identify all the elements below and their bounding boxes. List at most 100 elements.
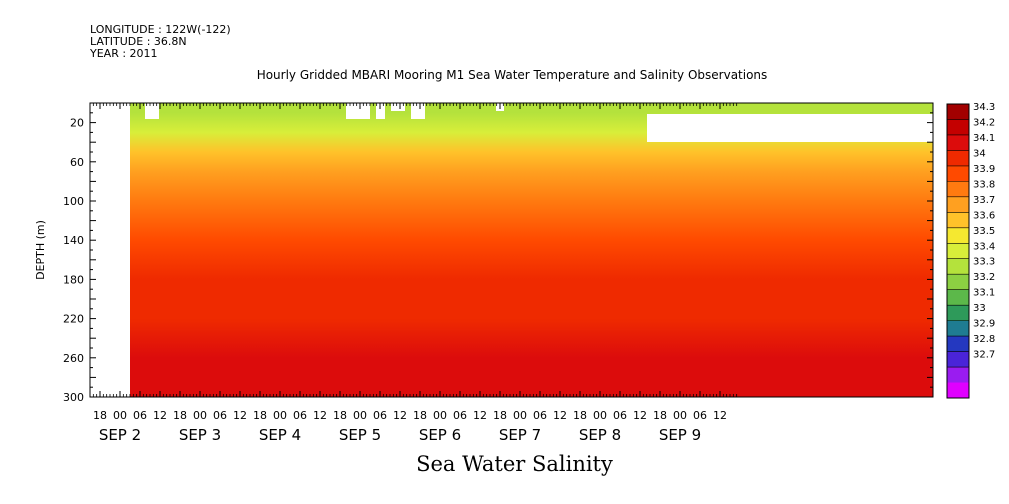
x-tick-label: 00	[353, 409, 367, 422]
colorbar-label: 32.7	[973, 350, 995, 361]
x-tick-label: 12	[153, 409, 167, 422]
data-gap	[411, 103, 425, 119]
colorbar-label: 33.1	[973, 288, 995, 299]
x-tick-label: 18	[93, 409, 107, 422]
colorbar-label: 33.4	[973, 241, 995, 252]
y-tick-label: 180	[63, 273, 84, 286]
year-label: YEAR : 2011	[90, 47, 158, 60]
data-gap	[145, 103, 159, 119]
colorbar-band	[947, 367, 969, 384]
longitude-label: LONGITUDE : 122W(-122)	[90, 23, 231, 36]
y-tick-label: 300	[63, 391, 84, 404]
colorbar-band	[947, 150, 969, 167]
data-gap	[376, 103, 385, 119]
x-tick-label: 06	[613, 409, 627, 422]
colorbar-label: 33	[973, 303, 986, 314]
colorbar-label: 34.2	[973, 117, 995, 128]
x-tick-label: 12	[713, 409, 727, 422]
colorbar: 34.3 34.2 34.1 34 33.9 33.8 33.7 33.6 33.5 33.4 33…	[946, 102, 995, 399]
latitude-label: LATITUDE : 36.8N	[90, 35, 187, 48]
y-tick-label: 140	[63, 234, 84, 247]
data-gap	[346, 103, 370, 119]
colorbar-band	[947, 320, 969, 337]
x-tick-label: 12	[313, 409, 327, 422]
x-day-label: SEP 4	[259, 426, 301, 444]
x-tick-label: 00	[273, 409, 287, 422]
y-tick-label: 220	[63, 313, 84, 326]
colorbar-band	[947, 227, 969, 244]
x-tick-label: 18	[653, 409, 667, 422]
colorbar-label: 33.8	[973, 179, 995, 190]
x-tick-label: 00	[593, 409, 607, 422]
salinity-field	[130, 103, 933, 397]
x-tick-label: 12	[473, 409, 487, 422]
x-tick-label: 12	[633, 409, 647, 422]
x-tick-label: 00	[113, 409, 127, 422]
colorbar-band	[947, 165, 969, 182]
colorbar-label: 34.3	[973, 102, 995, 113]
colorbar-label: 34	[973, 148, 986, 159]
x-tick-label: 18	[333, 409, 347, 422]
x-axis-label: Sea Water Salinity	[416, 452, 613, 476]
colorbar-band	[947, 351, 969, 368]
colorbar-band	[947, 258, 969, 275]
x-tick-label: 06	[213, 409, 227, 422]
colorbar-label: 33.3	[973, 257, 995, 268]
colorbar-band	[947, 119, 969, 136]
x-tick-label: 18	[573, 409, 587, 422]
data-gap	[391, 103, 405, 111]
x-tick-label: 00	[513, 409, 527, 422]
x-tick-label: 00	[433, 409, 447, 422]
x-tick-label: 06	[533, 409, 547, 422]
colorbar-band	[947, 382, 969, 399]
x-day-label: SEP 6	[419, 426, 461, 444]
x-day-label: SEP 9	[659, 426, 701, 444]
colorbar-band	[947, 104, 969, 120]
colorbar-band	[947, 243, 969, 260]
x-tick-label: 12	[233, 409, 247, 422]
colorbar-band	[947, 134, 969, 151]
x-day-label: SEP 5	[339, 426, 381, 444]
x-tick-label: 00	[193, 409, 207, 422]
x-day-label: SEP 7	[499, 426, 541, 444]
x-tick-label: 06	[293, 409, 307, 422]
colorbar-band	[947, 181, 969, 198]
data-gap	[647, 114, 933, 142]
contour-field	[130, 103, 933, 397]
colorbar-band	[947, 336, 969, 353]
y-axis: 20 60 100 140 180 220 260 300	[63, 102, 933, 404]
colorbar-band	[947, 289, 969, 306]
x-axis: 18 00 06 12 18 00 06 12 18 00 06 12 18 00 06 12 18 00 06 12…	[89, 103, 738, 444]
x-day-label: SEP 8	[579, 426, 621, 444]
x-tick-label: 06	[693, 409, 707, 422]
y-tick-label: 260	[63, 352, 84, 365]
x-tick-label: 00	[673, 409, 687, 422]
x-tick-label: 18	[173, 409, 187, 422]
colorbar-label: 33.7	[973, 195, 995, 206]
colorbar-band	[947, 305, 969, 322]
colorbar-label: 33.9	[973, 164, 995, 175]
y-tick-label: 60	[70, 156, 84, 169]
x-day-label: SEP 2	[99, 426, 141, 444]
colorbar-label: 32.8	[973, 334, 995, 345]
y-axis-label: DEPTH (m)	[34, 220, 47, 280]
colorbar-band	[947, 212, 969, 229]
x-tick-label: 18	[493, 409, 507, 422]
colorbar-label: 32.9	[973, 319, 995, 330]
x-tick-label: 18	[413, 409, 427, 422]
x-tick-label: 12	[553, 409, 567, 422]
x-tick-label: 06	[373, 409, 387, 422]
chart-title: Hourly Gridded MBARI Mooring M1 Sea Wate…	[256, 68, 768, 82]
colorbar-label: 34.1	[973, 133, 995, 144]
colorbar-frame	[946, 103, 970, 399]
x-tick-label: 12	[393, 409, 407, 422]
x-day-label: SEP 3	[179, 426, 221, 444]
x-tick-label: 06	[133, 409, 147, 422]
x-tick-label: 06	[453, 409, 467, 422]
colorbar-label: 33.5	[973, 226, 995, 237]
colorbar-label: 33.2	[973, 272, 995, 283]
y-tick-label: 100	[63, 195, 84, 208]
colorbar-label: 33.6	[973, 210, 995, 221]
y-tick-label: 20	[70, 117, 84, 130]
